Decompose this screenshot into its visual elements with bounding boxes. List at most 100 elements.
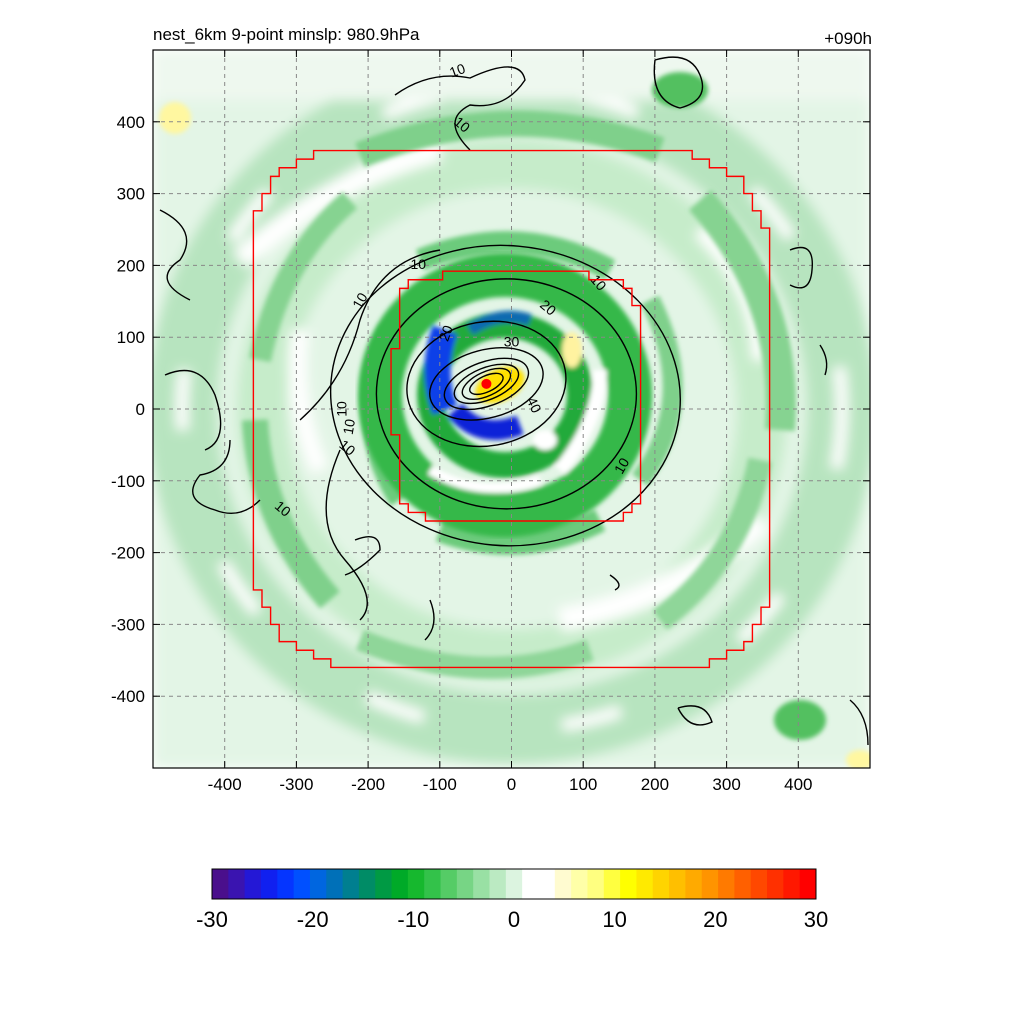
contour-line <box>325 449 368 621</box>
colorbar-tick-label: 20 <box>703 907 727 932</box>
colorbar-swatch <box>505 869 523 899</box>
colorbar-swatch <box>750 869 768 899</box>
colorbar-swatch <box>767 869 784 899</box>
x-tick-label: 0 <box>507 775 516 794</box>
colorbar-swatch <box>489 869 507 899</box>
y-tick-label: -100 <box>111 472 145 491</box>
colorbar-swatch <box>783 869 801 899</box>
colorbar-swatch <box>244 869 262 899</box>
contour-label: 10 <box>611 455 633 477</box>
time-label: +090h <box>824 29 872 48</box>
contour-line <box>469 372 504 396</box>
contour-line <box>849 699 869 746</box>
colorbar-swatch <box>636 869 654 899</box>
contour-label: 30 <box>504 334 520 350</box>
contour-line <box>375 278 638 510</box>
y-tick-label: 0 <box>136 400 145 419</box>
colorbar-swatch <box>620 869 637 899</box>
y-axis: 400 300 200 100 0 -100 -200 -300 -400 <box>111 113 870 706</box>
contour-line <box>677 705 713 726</box>
chart-title: nest_6km 9-point minslp: 980.9hPa <box>153 25 420 44</box>
nest-boundary-inner <box>390 270 642 522</box>
colorbar-swatch <box>473 869 491 899</box>
colorbar-swatch <box>326 869 344 899</box>
x-tick-label: 200 <box>641 775 669 794</box>
colorbar-swatch <box>603 869 621 899</box>
contour-line <box>789 246 814 289</box>
y-tick-label: -200 <box>111 544 145 563</box>
contour-line <box>394 66 526 151</box>
contour-label: 10 <box>334 401 350 417</box>
colorbar-tick-label: -10 <box>397 907 429 932</box>
contour-label: 10 <box>349 290 371 312</box>
colorbar-swatch <box>424 869 442 899</box>
x-tick-label: -200 <box>351 775 385 794</box>
colorbar-tick-label: 10 <box>602 907 626 932</box>
colorbar-swatch <box>212 869 229 899</box>
y-tick-label: -400 <box>111 687 145 706</box>
x-tick-label: 100 <box>569 775 597 794</box>
colorbar-frame <box>211 868 817 900</box>
colorbar-swatch <box>701 869 719 899</box>
y-tick-label: 400 <box>117 113 145 132</box>
contour-label: 20 <box>436 323 456 343</box>
y-tick-label: 100 <box>117 328 145 347</box>
colorbar-swatch <box>799 869 817 899</box>
nest-boundary-outer <box>252 149 771 669</box>
y-tick-label: 200 <box>117 256 145 275</box>
y-tick-label: 300 <box>117 185 145 204</box>
contour-line <box>424 599 435 641</box>
colorbar-swatch <box>309 869 327 899</box>
colorbar-swatch <box>375 869 393 899</box>
colorbar-swatch <box>358 869 376 899</box>
contour-line <box>443 357 530 411</box>
contour-line <box>653 56 704 109</box>
colorbar-swatch <box>718 869 735 899</box>
colorbar-swatch <box>228 869 246 899</box>
colorbar-swatch <box>293 869 311 899</box>
colorbar-tick-label: 30 <box>804 907 828 932</box>
colorbar-swatch <box>669 869 686 899</box>
contour-label: 10 <box>340 417 358 435</box>
colorbar-swatch <box>734 869 752 899</box>
contour-line <box>453 363 520 405</box>
colorbar-swatch <box>456 869 474 899</box>
colorbar-swatch <box>391 869 409 899</box>
contour-label: 40 <box>524 394 545 415</box>
contour-line <box>609 574 620 591</box>
storm-center-dot <box>481 378 492 389</box>
colorbar-tick-label: 0 <box>508 907 520 932</box>
colorbar-tick-label: -20 <box>297 907 329 932</box>
colorbar-swatch <box>538 869 556 899</box>
x-tick-label: 400 <box>784 775 812 794</box>
colorbar: -30 -20 -10 0 10 20 30 <box>196 868 828 932</box>
colorbar-swatch <box>587 869 605 899</box>
colorbar-swatch <box>260 869 278 899</box>
x-tick-label: -400 <box>208 775 242 794</box>
y-tick-label: -300 <box>111 615 145 634</box>
contour-line <box>192 439 261 514</box>
colorbar-swatch <box>554 869 572 899</box>
contour-line <box>299 249 441 421</box>
nest-boundaries <box>252 149 771 669</box>
contour-line <box>428 347 544 421</box>
contour-line <box>159 209 191 301</box>
contour-label: 10 <box>411 256 427 272</box>
colorbar-tick-label: -30 <box>196 907 228 932</box>
contour-line <box>164 369 222 451</box>
x-tick-label: -300 <box>279 775 313 794</box>
contour-line <box>329 244 681 547</box>
contours <box>159 56 869 746</box>
x-tick-label: 300 <box>712 775 740 794</box>
colorbar-swatch <box>652 869 670 899</box>
colorbar-swatch <box>571 869 588 899</box>
colorbar-swatch <box>440 869 458 899</box>
colorbar-swatch <box>685 869 703 899</box>
x-tick-label: -100 <box>423 775 457 794</box>
contour-label: 10 <box>447 60 467 80</box>
x-axis: -400 -300 -200 -100 0 100 200 300 400 <box>208 50 812 794</box>
contour-line <box>819 344 828 376</box>
colorbar-swatch <box>407 869 425 899</box>
storm-center <box>481 378 492 389</box>
